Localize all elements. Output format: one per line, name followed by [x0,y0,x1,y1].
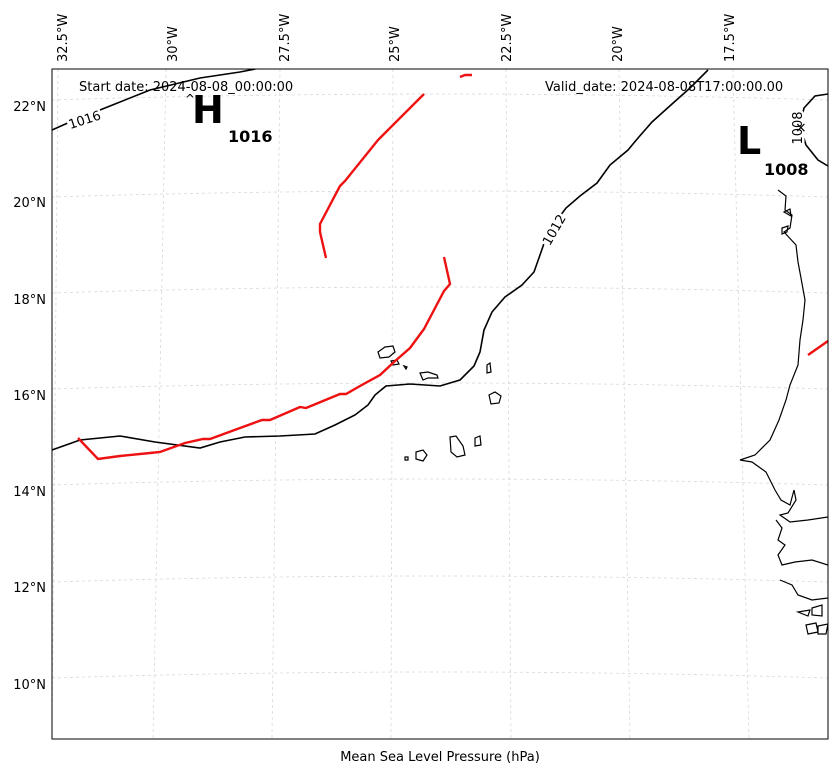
canary-island [781,225,789,235]
lat-label-22n: 22°N [13,100,46,115]
parallel-line [52,382,828,390]
map-caption: Mean Sea Level Pressure (hPa) [340,750,540,765]
island-santo-antao [377,345,396,359]
lat-label-14n: 14°N [13,485,46,500]
latitude-labels: 22°N 20°N 18°N 16°N 14°N 12°N 10°N [13,100,46,693]
island-santiago [449,435,466,458]
island-fogo [415,449,428,462]
front-line-north [318,93,425,259]
low-value: 1008 [764,160,809,179]
lon-label-27-5w: 27.5°W [278,14,293,62]
map-frame [51,68,829,740]
lon-label-30w: 30°W [166,26,181,62]
island-maio [474,435,482,447]
low-center-marker: × [795,120,807,136]
meridian-line [152,69,167,739]
isobar-1016 [52,69,260,131]
isobar-label-1016: 1016 [67,108,103,132]
lon-label-17-5w: 17.5°W [723,14,738,62]
valid-date: Valid_date: 2024-08-08T17:00:00.00 [545,80,783,95]
parallel-line [52,671,828,679]
isobar-label-1012: 1012 [540,212,570,248]
lat-label-12n: 12°N [13,581,46,596]
meridian-line [390,69,394,739]
meridian-line [52,69,59,739]
isobar-label-1008: 1008 [791,111,806,144]
island-sal [486,361,492,374]
isobar-1008 [799,93,828,167]
lon-label-22-5w: 22.5°W [500,14,515,62]
isobar-labels: 1016 1012 1008 [64,106,808,251]
island-boa-vista [488,391,502,405]
meridian-line [505,69,512,739]
canary-island [782,208,792,218]
africa-coastline [739,189,828,635]
parallel-line [52,575,828,583]
lat-label-20n: 20°N [13,196,46,211]
parallel-line [52,190,828,198]
island-sao-nicolau [419,371,439,381]
low-pressure-center: × L 1008 [737,119,809,179]
start-date: Start date: 2024-08-08_00:00:00 [79,80,293,95]
island-santa-luzia [402,364,408,371]
meridian-line [732,69,750,739]
isobar-1012 [52,69,709,451]
fronts [77,73,828,461]
lon-label-25w: 25°W [388,26,403,62]
high-pressure-center: ^ H 1016 [185,88,273,146]
meridian-line [271,69,281,739]
parallel-line [52,286,828,294]
front-line-top [459,73,472,79]
front-line-east [807,340,828,356]
longitude-labels: 32.5°W 30°W 27.5°W 25°W 22.5°W 20°W 17.5… [56,14,738,62]
isobars [52,69,828,451]
lon-label-20w: 20°W [611,26,626,62]
lat-label-16n: 16°N [13,389,46,404]
coastlines [377,189,828,635]
high-letter: H [192,88,224,132]
high-value: 1016 [228,127,273,146]
lon-label-32-5w: 32.5°W [56,14,71,62]
parallel-line [52,93,828,101]
low-letter: L [737,119,761,163]
map-area: 1016 1012 1008 ^ H 1016 × L 1008 Start d… [52,69,828,739]
parallel-line [52,478,828,486]
meridian-line [618,69,631,739]
graticule [52,69,828,739]
front-line-main [77,256,452,461]
lat-label-18n: 18°N [13,293,46,308]
lat-label-10n: 10°N [13,678,46,693]
island-brava [404,456,409,461]
high-center-marker: ^ [185,92,195,106]
